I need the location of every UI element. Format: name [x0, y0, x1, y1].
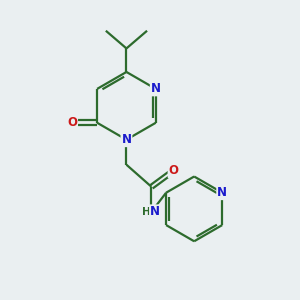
- Text: N: N: [151, 82, 161, 95]
- Text: O: O: [67, 116, 77, 129]
- Text: N: N: [122, 133, 131, 146]
- Text: N: N: [150, 205, 160, 218]
- Text: H: H: [142, 207, 151, 217]
- Text: N: N: [217, 186, 227, 199]
- Text: O: O: [169, 164, 178, 177]
